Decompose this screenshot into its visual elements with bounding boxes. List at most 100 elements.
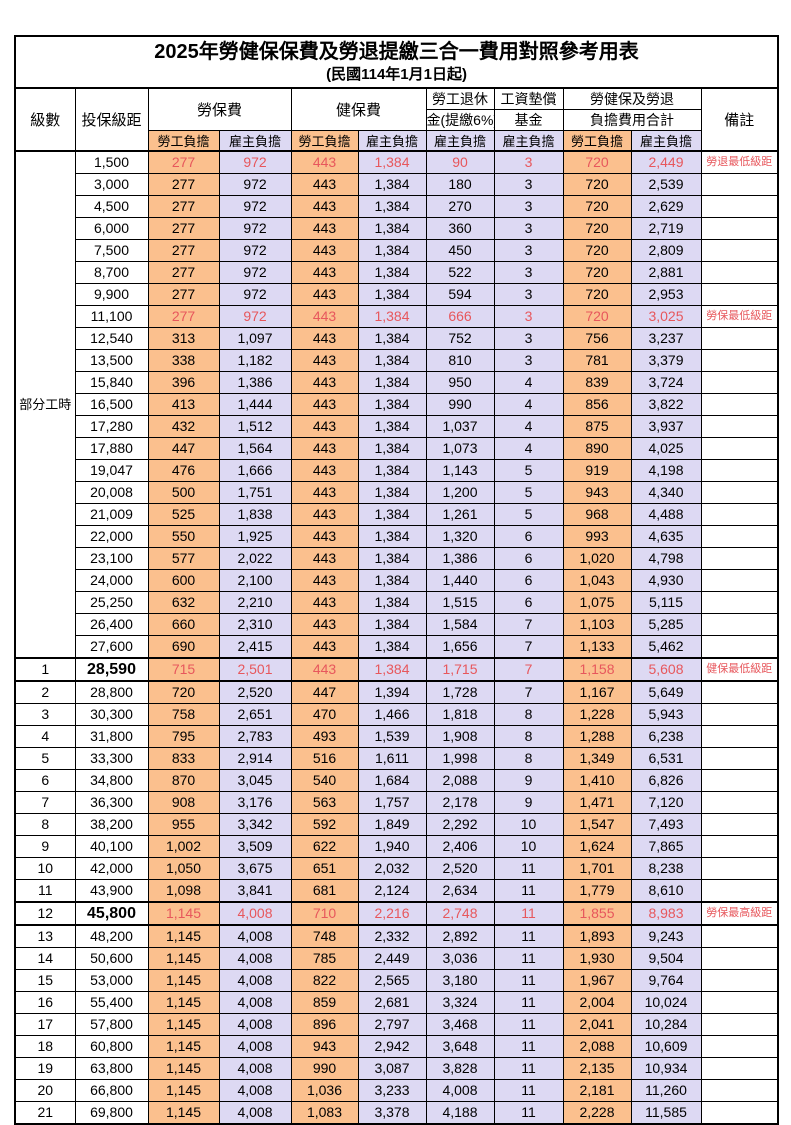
note-cell: [700, 173, 779, 196]
fee-cell: 1,098: [147, 879, 220, 903]
table-row: 23,100 577 2,022 443 1,384 1,386 6 1,020 4,798: [15, 547, 779, 570]
fee-cell: 277: [147, 305, 220, 328]
fee-cell: 785: [290, 947, 359, 970]
salary-cell: 45,800: [74, 901, 149, 926]
fee-cell: 1,145: [147, 969, 220, 992]
fee-cell: 4,008: [218, 1013, 292, 1036]
note-cell: [700, 969, 779, 992]
salary-cell: 31,800: [74, 725, 149, 748]
note-cell: [700, 503, 779, 526]
fee-cell: 11: [493, 1079, 564, 1102]
fee-cell: 277: [147, 217, 220, 240]
fee-cell: 1,386: [218, 371, 292, 394]
fee-cell: 4,635: [630, 525, 702, 548]
table-row: 21,009 525 1,838 443 1,384 1,261 5 968 4,488: [15, 503, 779, 526]
level-cell: 19: [14, 1057, 76, 1080]
header-wage-fund-line2: 基金: [493, 109, 564, 131]
fee-cell: 2,178: [425, 791, 495, 814]
note-cell: 健保最低級距: [700, 657, 779, 682]
fee-cell: 839: [562, 371, 632, 394]
fee-cell: 833: [147, 747, 220, 770]
fee-cell: 3,180: [425, 969, 495, 992]
level-cell: 1: [14, 657, 76, 682]
note-cell: [700, 635, 779, 659]
table-row: 15 53,000 1,145 4,008 822 2,565 3,180 11 1,967 9,…: [14, 969, 779, 992]
table-row: 8 38,200 955 3,342 592 1,849 2,292 10 1,547 7,493: [14, 813, 779, 836]
note-cell: [700, 415, 779, 438]
fee-cell: 470: [290, 703, 359, 726]
header-health-employee: 勞工負擔: [290, 130, 359, 152]
table-row: 6 34,800 870 3,045 540 1,684 2,088 9 1,410 6,826: [14, 769, 779, 792]
fee-cell: 972: [218, 283, 292, 306]
fee-cell: 450: [425, 239, 495, 262]
fee-cell: 4,188: [425, 1101, 495, 1125]
fee-cell: 4,008: [218, 947, 292, 970]
fee-cell: 4,008: [218, 1057, 292, 1080]
fee-cell: 4: [493, 393, 564, 416]
fee-cell: 3: [493, 173, 564, 196]
fee-cell: 1,145: [147, 924, 220, 948]
fee-cell: 3,176: [218, 791, 292, 814]
fee-cell: 1,512: [218, 415, 292, 438]
fee-cell: 313: [147, 327, 220, 350]
fee-cell: 443: [290, 437, 359, 460]
salary-cell: 27,600: [74, 635, 149, 659]
fee-cell: 1,624: [562, 835, 632, 858]
fee-cell: 11: [493, 879, 564, 903]
fee-cell: 1,564: [218, 437, 292, 460]
salary-cell: 9,900: [74, 283, 149, 306]
fee-cell: 2,651: [218, 703, 292, 726]
fee-cell: 1,043: [562, 569, 632, 592]
table-row: 20 66,800 1,145 4,008 1,036 3,233 4,008 11 2,181…: [14, 1079, 779, 1102]
fee-cell: 5: [493, 459, 564, 482]
note-cell: [700, 393, 779, 416]
note-cell: 勞保最高級距: [700, 901, 779, 926]
fee-cell: 360: [425, 217, 495, 240]
fee-cell: 443: [290, 349, 359, 372]
fee-cell: 1,384: [357, 437, 427, 460]
fee-cell: 447: [290, 680, 359, 704]
note-cell: [700, 947, 779, 970]
fee-cell: 443: [290, 415, 359, 438]
fee-cell: 4,798: [630, 547, 702, 570]
fee-cell: 6: [493, 569, 564, 592]
fee-cell: 6,531: [630, 747, 702, 770]
fee-cell: 11: [493, 1057, 564, 1080]
fee-cell: 522: [425, 261, 495, 284]
fee-cell: 7,493: [630, 813, 702, 836]
fee-cell: 1,666: [218, 459, 292, 482]
fee-cell: 2,809: [630, 239, 702, 262]
fee-cell: 1,145: [147, 991, 220, 1014]
fee-cell: 11: [493, 901, 564, 926]
fee-cell: 810: [425, 349, 495, 372]
fee-cell: 5,285: [630, 613, 702, 636]
fee-cell: 681: [290, 879, 359, 903]
fee-cell: 2,088: [562, 1035, 632, 1058]
fee-cell: 1,200: [425, 481, 495, 504]
fee-cell: 1,684: [357, 769, 427, 792]
fee-cell: 993: [562, 525, 632, 548]
fee-cell: 4,340: [630, 481, 702, 504]
fee-cell: 1,145: [147, 947, 220, 970]
fee-cell: 9: [493, 769, 564, 792]
note-cell: [700, 261, 779, 284]
level-cell: 5: [14, 747, 76, 770]
fee-cell: 2,797: [357, 1013, 427, 1036]
fee-cell: 870: [147, 769, 220, 792]
level-cell: 4: [14, 725, 76, 748]
table-row: 12 45,800 1,145 4,008 710 2,216 2,748 11 1,855 8,…: [14, 901, 779, 926]
page-subtitle: (民國114年1月1日起): [326, 66, 467, 83]
fee-cell: 1,471: [562, 791, 632, 814]
fee-cell: 3: [493, 195, 564, 218]
page-title: 2025年勞健保保費及勞退提繳三合一費用對照參考用表: [154, 41, 639, 63]
fee-cell: 1,410: [562, 769, 632, 792]
table-row: 16 55,400 1,145 4,008 859 2,681 3,324 11 2,004 10…: [14, 991, 779, 1014]
salary-cell: 8,700: [74, 261, 149, 284]
fee-cell: 3,233: [357, 1079, 427, 1102]
note-cell: [700, 613, 779, 636]
salary-cell: 20,008: [74, 481, 149, 504]
level-cell: 11: [14, 879, 76, 903]
salary-cell: 53,000: [74, 969, 149, 992]
fee-cell: 7,865: [630, 835, 702, 858]
fee-cell: 972: [218, 305, 292, 328]
